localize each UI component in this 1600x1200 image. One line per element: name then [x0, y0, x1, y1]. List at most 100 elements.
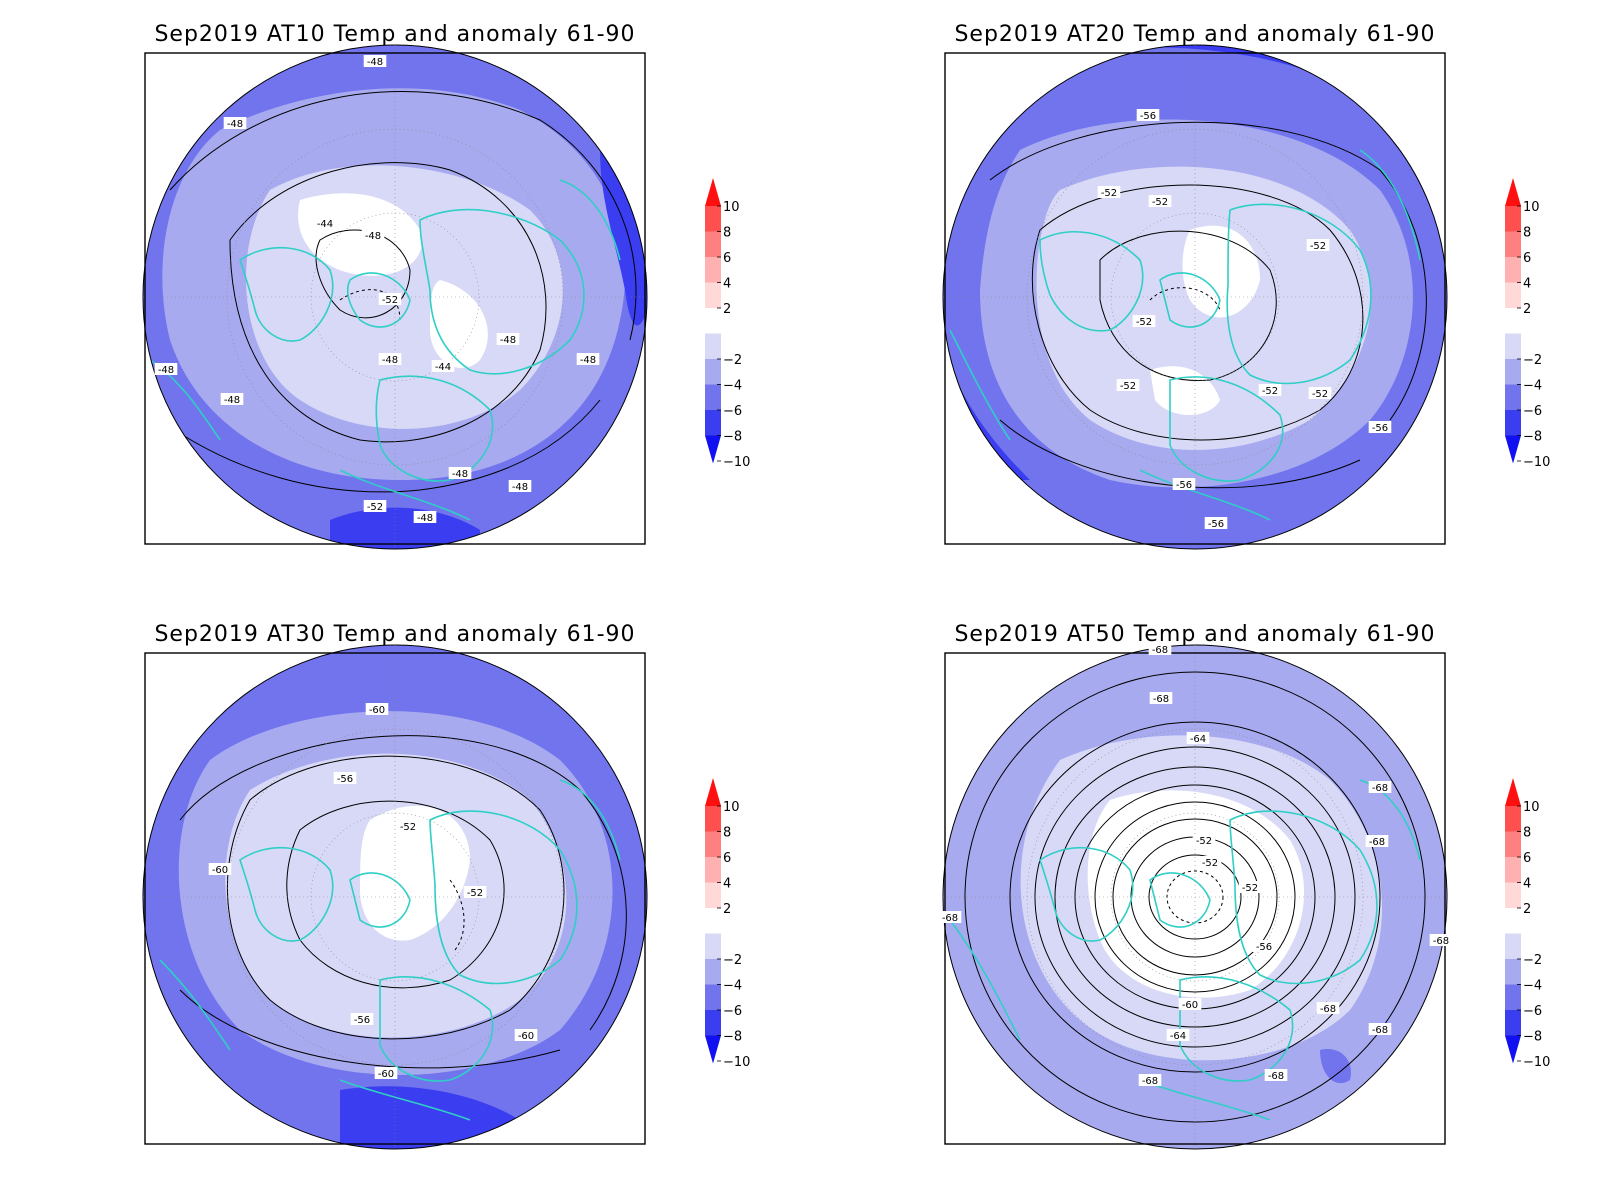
contour-label: -48	[413, 511, 437, 524]
colorbar-tick-label: 10	[723, 800, 740, 815]
svg-text:-48: -48	[365, 231, 381, 242]
svg-text:-68: -68	[1142, 1076, 1158, 1087]
colorbar-arrow-bottom	[705, 435, 721, 464]
contour-label: -64	[1166, 1029, 1190, 1042]
colorbar-tick-label: −10	[723, 1055, 750, 1070]
contour-labels: -68 -68 -64 -68 -52 -52 -52 -68 -68 -56 -68 -60 -68 -…	[938, 643, 1453, 1087]
colorbar-tick-label: 4	[1523, 277, 1531, 292]
svg-text:-56: -56	[337, 774, 353, 785]
colorbar-tick-label: −6	[1523, 404, 1542, 419]
svg-text:-64: -64	[1190, 734, 1206, 745]
temperature-contours	[179, 735, 627, 1069]
panel-at50: Sep2019 AT50 Temp and anomaly 61-90	[938, 622, 1453, 1150]
svg-text:-56: -56	[354, 1015, 370, 1026]
colorbar-tick-label: 10	[1523, 200, 1540, 215]
colorbar-tick-label: −2	[1523, 353, 1542, 368]
colorbar-segment	[705, 410, 721, 436]
colorbar-segment	[705, 933, 721, 959]
contour-label: -48	[448, 467, 472, 480]
contour-label: -60	[514, 1029, 538, 1042]
svg-text:-60: -60	[212, 865, 228, 876]
contour-label: -56	[350, 1013, 374, 1026]
colorbar-tick-label: −10	[1523, 1055, 1550, 1070]
svg-text:-64: -64	[1170, 1031, 1186, 1042]
contour-label: -48	[496, 333, 520, 346]
panel-title: Sep2019 AT50 Temp and anomaly 61-90	[954, 622, 1435, 647]
contour-label: -60	[208, 863, 232, 876]
contour-label: -48	[220, 393, 244, 406]
svg-text:-52: -52	[1152, 197, 1168, 208]
contour-label: -68	[1365, 835, 1389, 848]
colorbar-tick-label: 8	[1523, 826, 1531, 841]
svg-text:-48: -48	[417, 513, 433, 524]
colorbar-arrow-top	[705, 178, 721, 206]
contour-label: -68	[938, 911, 962, 924]
svg-text:-52: -52	[1310, 241, 1326, 252]
contour-label: -68	[1368, 781, 1392, 794]
colorbar-tick-label: 2	[1523, 902, 1531, 917]
svg-text:-48: -48	[500, 335, 516, 346]
colorbar-segment	[1505, 333, 1521, 359]
colorbar-segment	[705, 333, 721, 359]
colorbar-segment	[1505, 308, 1521, 334]
svg-text:-48: -48	[382, 355, 398, 366]
colorbar-segment	[1505, 410, 1521, 436]
svg-text:-48: -48	[367, 57, 383, 68]
colorbar-tick-label: 2	[723, 302, 731, 317]
colorbar-tick-label: 6	[723, 851, 731, 866]
colorbar-segment	[705, 984, 721, 1010]
panel-title: Sep2019 AT10 Temp and anomaly 61-90	[154, 22, 635, 47]
temperature-contours	[159, 90, 637, 493]
contour-label: -52	[1116, 379, 1140, 392]
colorbar-segment	[705, 308, 721, 334]
svg-text:-68: -68	[1369, 837, 1385, 848]
svg-text:-52: -52	[1262, 386, 1278, 397]
temperature-contours	[989, 121, 1427, 489]
colorbar-tick-label: 6	[1523, 251, 1531, 266]
colorbar-tick-label: 8	[723, 226, 731, 241]
colorbar-tick-label: 2	[723, 902, 731, 917]
colorbar-tick-label: 4	[723, 877, 731, 892]
colorbar-tick-label: −6	[1523, 1004, 1542, 1019]
contour-label: -56	[1252, 940, 1276, 953]
contour-label: -56	[1172, 478, 1196, 491]
contour-label: -68	[1149, 692, 1173, 705]
contour-label: -68	[1368, 1023, 1392, 1036]
contour-label: -56	[1368, 421, 1392, 434]
svg-text:-52: -52	[1101, 188, 1117, 199]
colorbar-segment	[1505, 959, 1521, 985]
colorbar-segment	[705, 959, 721, 985]
colorbar-tick-label: −6	[723, 1004, 742, 1019]
colorbar-segment	[705, 857, 721, 883]
contour-labels: -60 -56 -52 -60 -52 -56 -60 -60	[208, 703, 538, 1080]
contour-labels: -48 -48 -44 -48 -52 -48 -44 -48 -48 -48 -48 -48 -48 -…	[154, 55, 600, 524]
colorbar-arrow-bottom	[705, 1035, 721, 1064]
contour-label: -52	[1198, 856, 1222, 869]
contour-label: -52	[1308, 387, 1332, 400]
colorbar-tick-label: −4	[723, 379, 742, 394]
svg-text:-52: -52	[467, 888, 483, 899]
contour-label: -68	[1429, 934, 1453, 947]
colorbar-tick-label: −10	[723, 455, 750, 470]
contour-label: -48	[223, 117, 247, 130]
svg-text:-52: -52	[1120, 381, 1136, 392]
colorbar-tick-label: −4	[1523, 379, 1542, 394]
svg-text:-52: -52	[367, 502, 383, 513]
svg-text:-48: -48	[452, 469, 468, 480]
colorbar-tick-label: −8	[1523, 430, 1542, 445]
contour-label: -56	[1136, 109, 1160, 122]
svg-text:-68: -68	[1372, 783, 1388, 794]
colorbar-segment	[1505, 384, 1521, 410]
panel-title: Sep2019 AT20 Temp and anomaly 61-90	[954, 22, 1435, 47]
svg-text:-52: -52	[1312, 389, 1328, 400]
svg-text:-60: -60	[518, 1031, 534, 1042]
contour-label: -52	[1148, 195, 1172, 208]
colorbar-tick-label: 6	[1523, 851, 1531, 866]
colorbar-segment	[705, 231, 721, 257]
contour-label: -68	[1148, 643, 1172, 656]
svg-text:-52: -52	[1242, 883, 1258, 894]
svg-text:-60: -60	[378, 1069, 394, 1080]
colorbar-tick-label: 10	[1523, 800, 1540, 815]
contour-label: -60	[365, 703, 389, 716]
colorbar-segment	[705, 257, 721, 283]
